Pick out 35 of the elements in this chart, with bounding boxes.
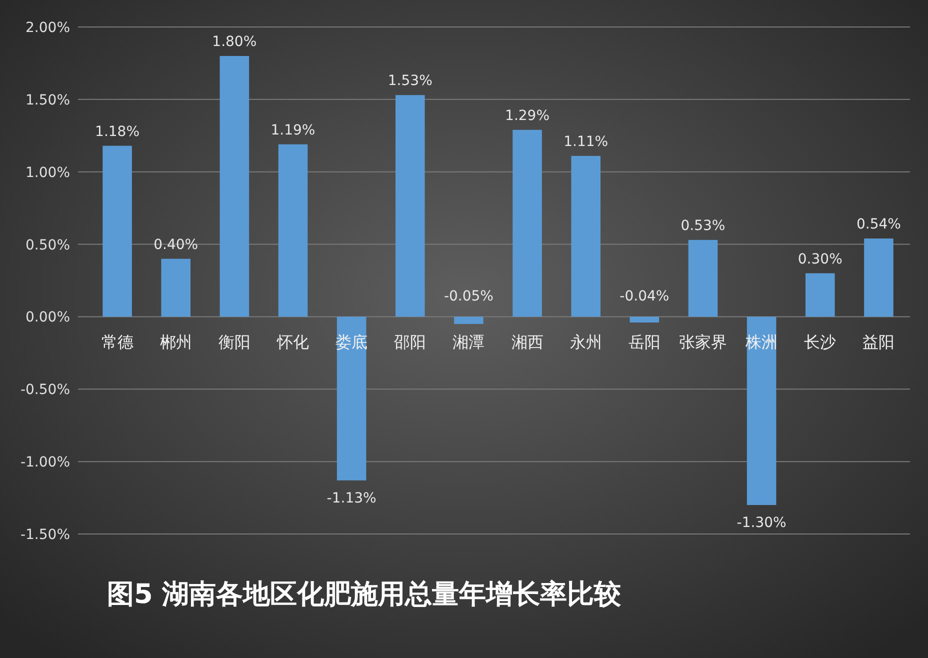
data-label: 1.53% bbox=[388, 73, 432, 90]
x-tick-label: 怀化 bbox=[276, 332, 309, 352]
y-tick-label: -1.50% bbox=[20, 527, 70, 543]
y-tick-label: 1.50% bbox=[26, 92, 70, 108]
data-label: -1.13% bbox=[326, 490, 376, 506]
y-tick-label: 0.50% bbox=[26, 237, 70, 254]
y-tick-label: 2.00% bbox=[26, 20, 70, 36]
x-tick-label: 常德 bbox=[101, 332, 134, 352]
x-tick-label: 邵阳 bbox=[394, 332, 426, 352]
x-tick-label: 湘潭 bbox=[452, 332, 485, 352]
text: 图5 湖南各地区化肥施用总量年增长率比较 bbox=[107, 579, 622, 610]
y-tick-label: 1.00% bbox=[26, 164, 70, 181]
y-tick-label: -0.50% bbox=[20, 382, 70, 398]
data-label: 0.40% bbox=[154, 236, 198, 253]
data-label: 0.30% bbox=[798, 251, 842, 268]
x-tick-label: 岳阳 bbox=[628, 332, 660, 352]
data-label: 1.29% bbox=[505, 108, 550, 124]
x-tick-label: 郴州 bbox=[160, 332, 192, 352]
x-tick-label: 湘西 bbox=[511, 332, 544, 352]
x-tick-label: 张家界 bbox=[679, 332, 727, 352]
x-tick-label: 长沙 bbox=[804, 332, 836, 352]
data-label: 0.53% bbox=[680, 218, 726, 234]
data-label: -1.30% bbox=[736, 515, 786, 532]
x-tick-label: 衡阳 bbox=[218, 332, 250, 352]
data-label: -0.05% bbox=[444, 288, 494, 305]
data-label: 1.80% bbox=[212, 34, 257, 50]
y-tick-label: -1.00% bbox=[20, 454, 70, 471]
data-label: -0.04% bbox=[620, 288, 670, 305]
x-tick-label: 永州 bbox=[570, 332, 602, 352]
data-label: 0.54% bbox=[856, 216, 901, 232]
y-tick-label: 0.00% bbox=[26, 310, 70, 326]
data-label: 1.19% bbox=[270, 122, 316, 138]
data-label: 1.11% bbox=[564, 134, 608, 150]
data-label: 1.18% bbox=[95, 124, 140, 140]
x-tick-label: 益阳 bbox=[862, 332, 895, 352]
